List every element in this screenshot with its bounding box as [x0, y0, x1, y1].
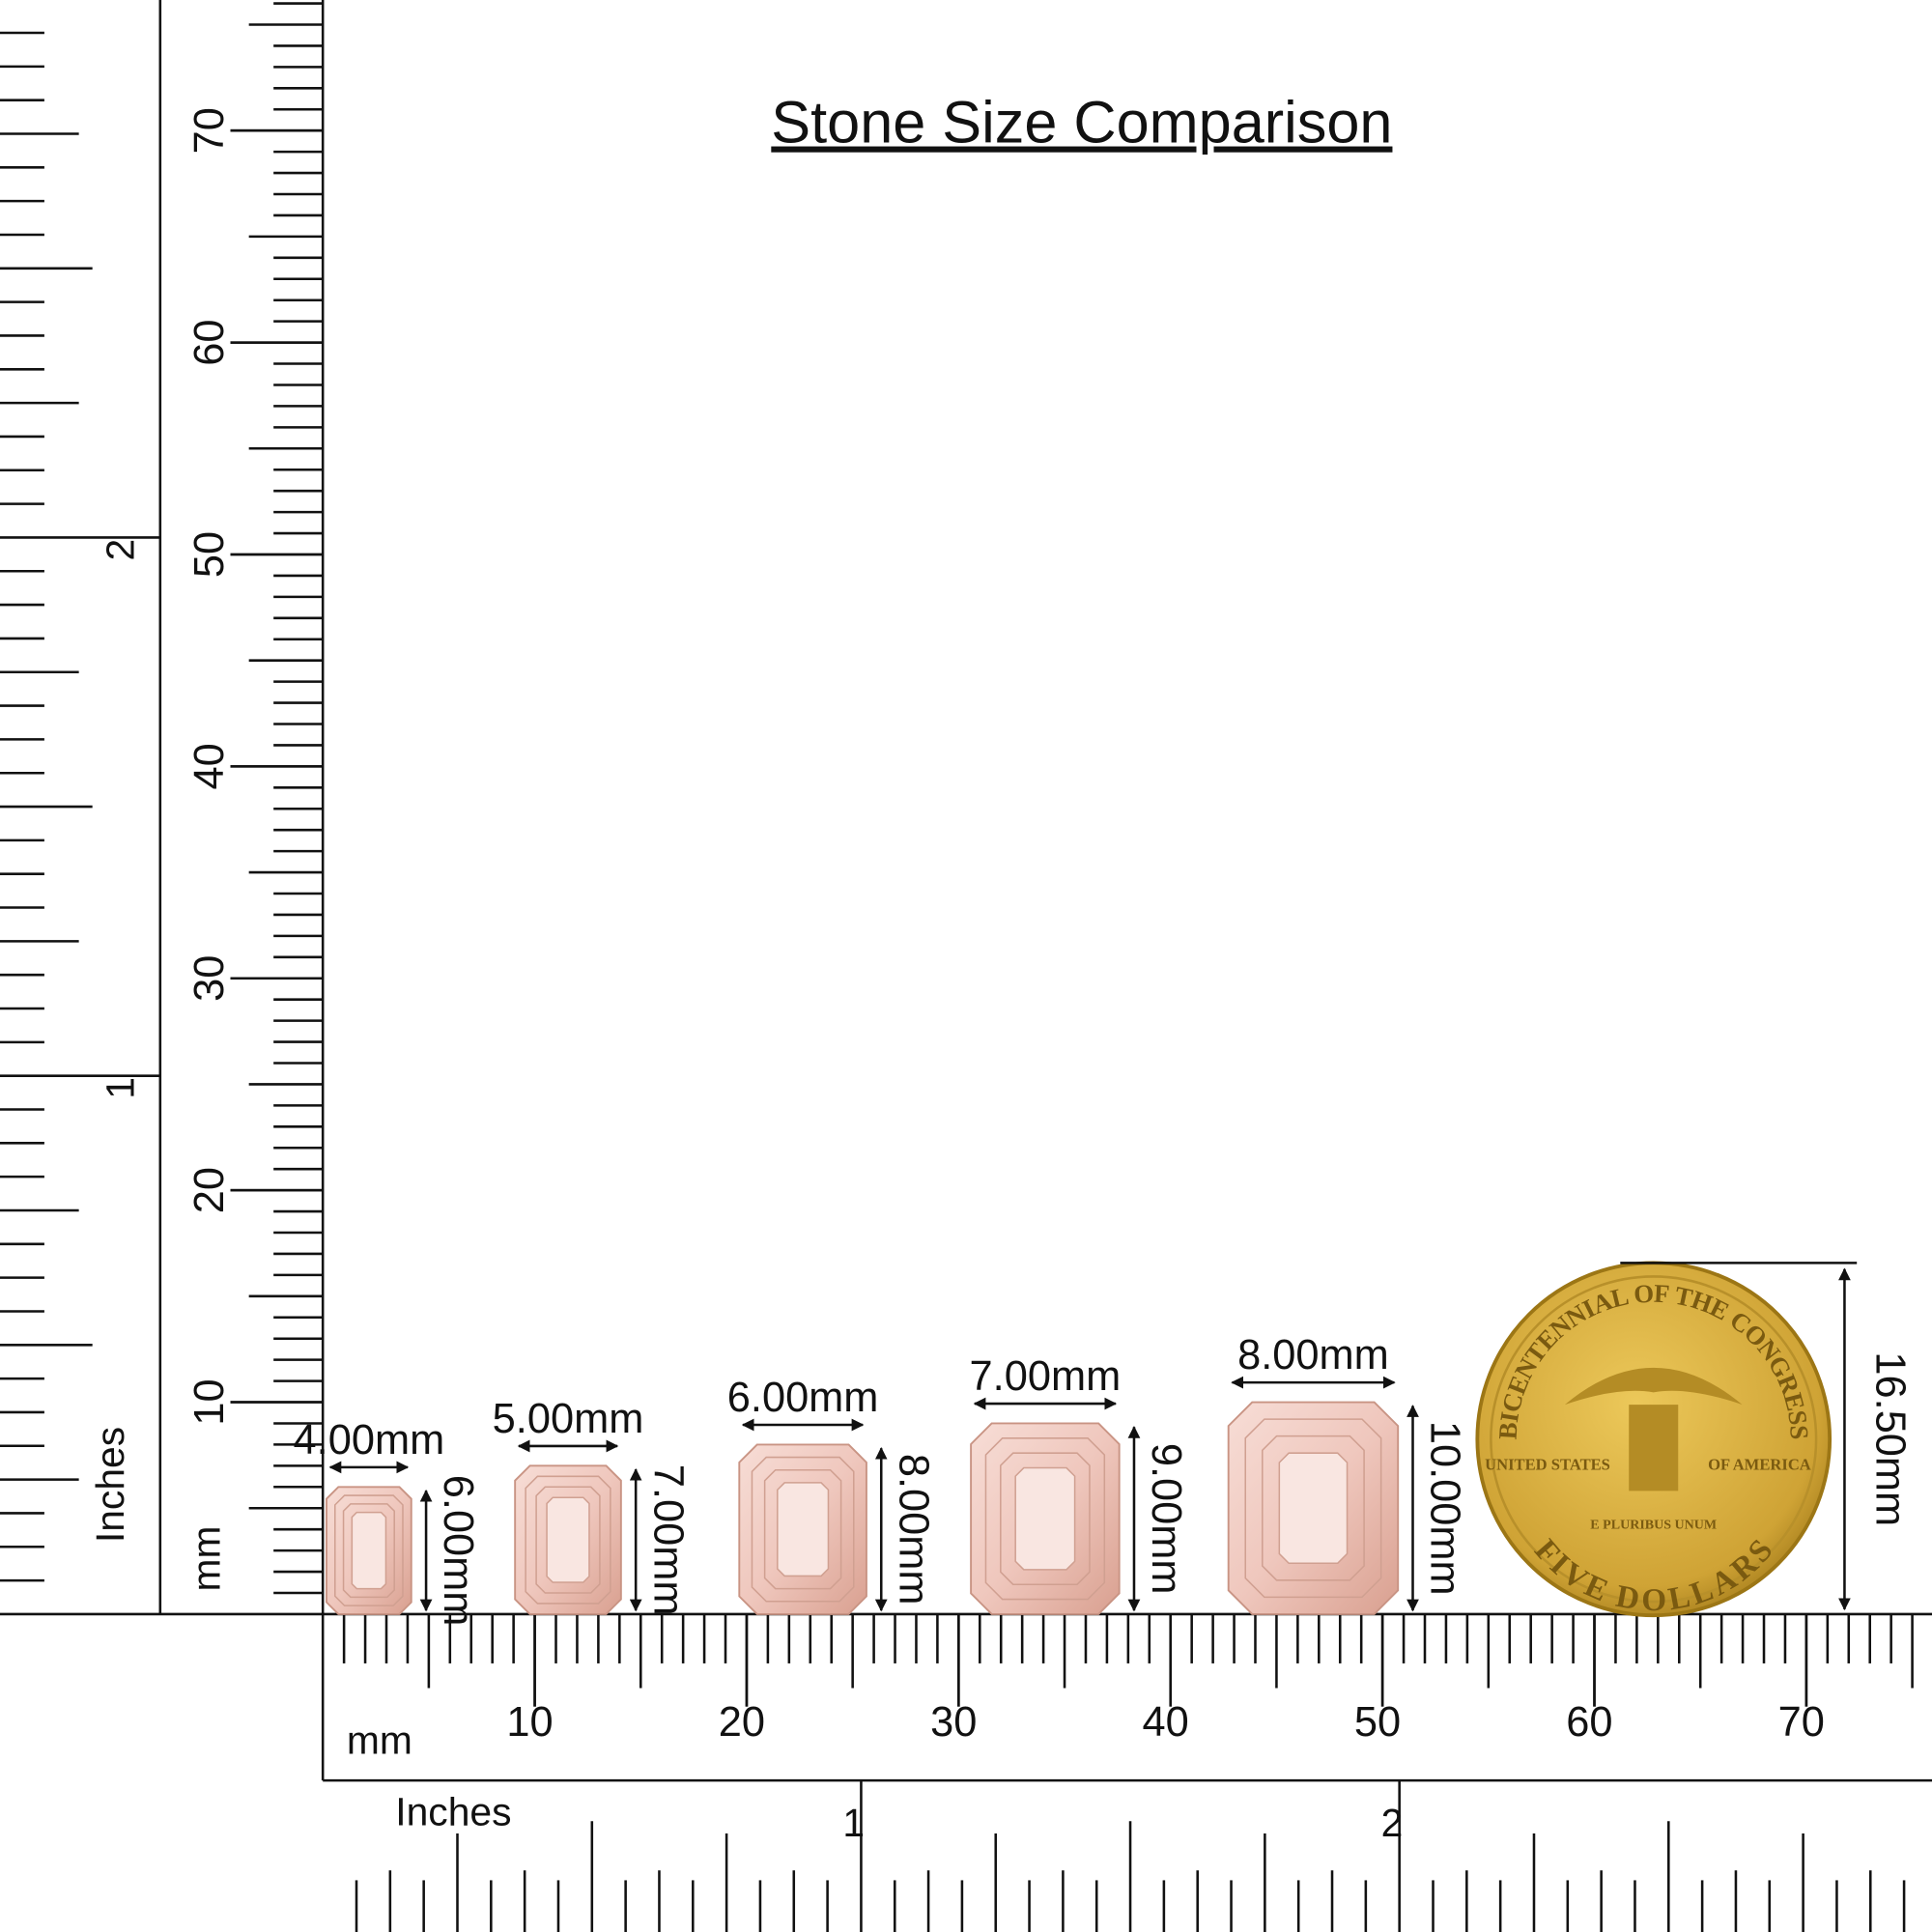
mm-tick-label: 20 — [186, 1167, 233, 1213]
width-label: 4.00mm — [294, 1417, 445, 1463]
coin-diameter: 16.50mm — [1867, 1351, 1914, 1526]
stone-facet — [1000, 1452, 1091, 1585]
inch-tick-label: 1 — [98, 1077, 142, 1099]
mm-tick-label: 70 — [186, 107, 233, 154]
coin-left: UNITED STATES — [1485, 1456, 1610, 1474]
mm-tick-label: 10 — [186, 1378, 233, 1425]
width-label: 7.00mm — [970, 1353, 1122, 1400]
width-label: 5.00mm — [493, 1396, 644, 1442]
stones: 4.00mm6.00mm5.00mm7.00mm6.00mm8.00mm7.00… — [294, 1332, 1468, 1626]
mm-unit-label: mm — [347, 1719, 412, 1763]
mm-unit-label: mm — [185, 1526, 229, 1592]
mm-tick-label: 40 — [1143, 1699, 1189, 1746]
mm-tick-label: 40 — [186, 743, 233, 789]
stone-facet — [342, 1503, 395, 1599]
stone-facet — [334, 1494, 404, 1606]
stone-facet — [1014, 1466, 1076, 1571]
stone-facet — [351, 1511, 387, 1590]
coin: BICENTENNIAL OF THE CONGRESS FIVE DOLLAR… — [1475, 1261, 1833, 1618]
mm-tick-label: 20 — [719, 1699, 765, 1746]
height-label: 8.00mm — [890, 1454, 936, 1605]
height-label: 10.00mm — [1422, 1421, 1468, 1596]
mm-tick-label: 60 — [186, 319, 233, 365]
stone-facet — [777, 1482, 830, 1577]
height-label: 6.00mm — [435, 1475, 481, 1627]
mm-tick-label: 10 — [506, 1699, 553, 1746]
stone-facet — [763, 1468, 842, 1590]
inches-unit-label: Inches — [88, 1427, 132, 1543]
mm-tick-label: 60 — [1566, 1699, 1612, 1746]
title: Stone Size Comparison — [771, 90, 1392, 156]
coin-motto: E PLURIBUS UNUM — [1590, 1517, 1717, 1532]
stone-facet — [751, 1456, 855, 1603]
width-label: 6.00mm — [727, 1375, 879, 1421]
mm-tick-label: 50 — [1354, 1699, 1401, 1746]
inch-tick-label: 2 — [98, 539, 142, 561]
stone-facet — [1244, 1418, 1382, 1599]
stone-facet — [1278, 1452, 1349, 1565]
coin-right: OF AMERICA — [1708, 1456, 1811, 1474]
stone-facet — [535, 1486, 601, 1594]
stone-facet — [525, 1475, 611, 1605]
inch-tick-label: 1 — [842, 1801, 865, 1845]
inches-unit-label: Inches — [395, 1790, 511, 1834]
mm-tick-label: 70 — [1778, 1699, 1825, 1746]
coin-rim — [1490, 1275, 1818, 1604]
mm-tick-label: 50 — [186, 531, 233, 578]
stone-facet — [546, 1496, 590, 1583]
mm-tick-label: 30 — [186, 955, 233, 1002]
mm-tick-label: 30 — [930, 1699, 977, 1746]
inch-tick-label: 2 — [1381, 1801, 1404, 1845]
width-label: 8.00mm — [1237, 1332, 1389, 1378]
stone-facet — [1262, 1435, 1365, 1581]
coin-eagle — [1564, 1367, 1743, 1492]
height-label: 9.00mm — [1143, 1443, 1189, 1595]
height-label: 7.00mm — [644, 1464, 691, 1616]
stone-facet — [984, 1437, 1106, 1601]
